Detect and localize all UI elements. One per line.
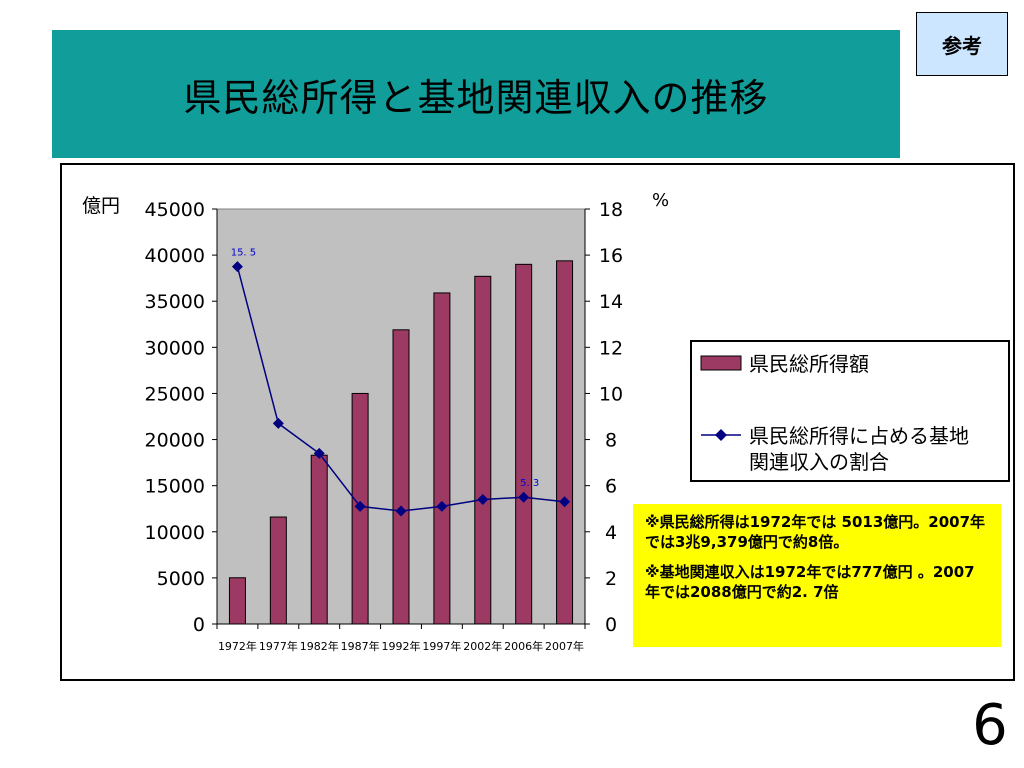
left-tick-label: 40000 [145, 245, 205, 267]
line-point [313, 447, 325, 459]
left-tick-label: 10000 [145, 522, 205, 544]
legend-box [690, 340, 1010, 482]
left-tick-label: 35000 [145, 291, 205, 313]
left-tick-label: 45000 [145, 199, 205, 221]
x-tick-label: 1997年 [422, 639, 461, 653]
right-tick-label: 18 [599, 199, 623, 221]
left-tick-label: 15000 [145, 476, 205, 498]
x-tick-label: 1977年 [259, 639, 298, 653]
left-tick-label: 20000 [145, 430, 205, 452]
right-tick-label: 10 [599, 383, 623, 405]
bar [228, 577, 246, 625]
right-tick-label: 4 [605, 522, 617, 544]
data-label: 5. 3 [520, 478, 539, 489]
line-point [354, 500, 366, 512]
line-point [518, 491, 530, 503]
legend-bar-label: 県民総所得額 [749, 352, 869, 376]
left-tick-label: 5000 [157, 568, 205, 590]
left-tick-label: 0 [193, 614, 205, 636]
page-number: 6 [972, 693, 1008, 758]
x-tick-label: 2007年 [545, 639, 584, 653]
title-bar: 県民総所得と基地関連収入の推移 [52, 30, 900, 158]
bar [433, 292, 451, 625]
note-income: ※県民総所得は1972年では 5013億円。2007年では3兆9,379億円で約… [645, 513, 986, 551]
reference-badge: 参考 [916, 12, 1008, 76]
line-point [436, 500, 448, 512]
page-title: 県民総所得と基地関連収入の推移 [183, 75, 769, 120]
right-tick-label: 16 [599, 245, 623, 267]
bar [392, 329, 410, 625]
bar [515, 263, 533, 625]
data-label: 15. 5 [231, 248, 256, 259]
right-tick-label: 6 [605, 476, 617, 498]
left-tick-label: 30000 [145, 337, 205, 359]
bar [474, 275, 492, 625]
right-tick-label: 2 [605, 568, 617, 590]
left-axis-unit: 億円 [82, 195, 120, 217]
right-tick-label: 12 [599, 337, 623, 359]
line-point [231, 261, 243, 273]
legend-bar-swatch [700, 355, 742, 371]
x-tick-label: 1992年 [382, 639, 421, 653]
chart-frame: 0 5000 10000 15000 20000 25000 30000 35000 40000… [60, 163, 1015, 681]
x-tick-label: 1987年 [341, 639, 380, 653]
legend-line-marker [715, 429, 727, 441]
bar [269, 516, 287, 625]
note-box: ※県民総所得は1972年では 5013億円。2007年では3兆9,379億円で約… [633, 504, 1001, 647]
line-point [272, 417, 284, 429]
x-tick-label: 2006年 [504, 639, 543, 653]
x-tick-label: 1982年 [300, 639, 339, 653]
line-point [395, 505, 407, 517]
x-tick-label: 1972年 [218, 639, 257, 653]
x-tick-label: 2002年 [463, 639, 502, 653]
left-tick-label: 25000 [145, 383, 205, 405]
bar [310, 454, 328, 625]
legend-line-label: 県民総所得に占める基地 [749, 424, 969, 448]
note-base-revenue: ※基地関連収入は1972年では777億円 。2007年では2088億円で約2. … [645, 563, 975, 601]
income-chart: 0 5000 10000 15000 20000 25000 30000 35000 40000… [82, 190, 1010, 653]
right-tick-label: 14 [599, 291, 623, 313]
bar [556, 260, 574, 625]
right-tick-label: 0 [605, 614, 617, 636]
right-tick-label: 8 [605, 430, 617, 452]
line-point [477, 494, 489, 505]
legend-line-label-cont: 関連収入の割合 [749, 450, 889, 474]
right-axis-unit: % [652, 190, 669, 211]
line-point [559, 496, 571, 508]
